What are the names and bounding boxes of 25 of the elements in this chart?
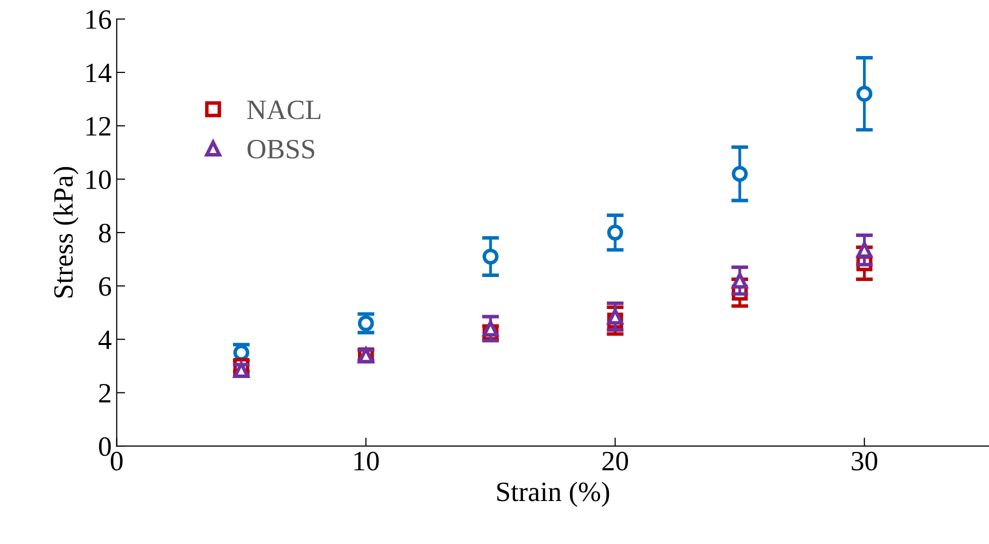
legend-label: OBSS	[248, 140, 314, 159]
point	[482, 320, 499, 337]
y-tick-label: 16	[86, 10, 112, 29]
y-tick-label: 12	[86, 117, 110, 136]
point	[482, 248, 499, 265]
point	[856, 242, 872, 258]
point	[358, 315, 374, 332]
y-tick-label: 2	[99, 384, 110, 402]
x-tick-label: 10	[354, 452, 379, 470]
x-tick-label: 0	[110, 452, 123, 470]
x-tick-label: 30	[852, 452, 878, 470]
y-tick-label: 0	[99, 437, 111, 456]
y-tick-label: 6	[99, 277, 112, 296]
point	[732, 166, 748, 182]
point	[607, 224, 624, 241]
x-axis-title: Strain (%)	[497, 482, 610, 507]
y-tick-label: 10	[86, 170, 111, 190]
legend-label: NACL	[247, 100, 320, 120]
y-axis-title: Stress (kPa)	[53, 167, 79, 298]
point	[856, 86, 872, 102]
y-tick-label: 8	[99, 224, 111, 242]
point	[607, 308, 624, 325]
x-tick-label: 20	[602, 452, 628, 470]
y-tick-label: 14	[86, 64, 112, 82]
y-tick-label: 4	[98, 330, 112, 349]
